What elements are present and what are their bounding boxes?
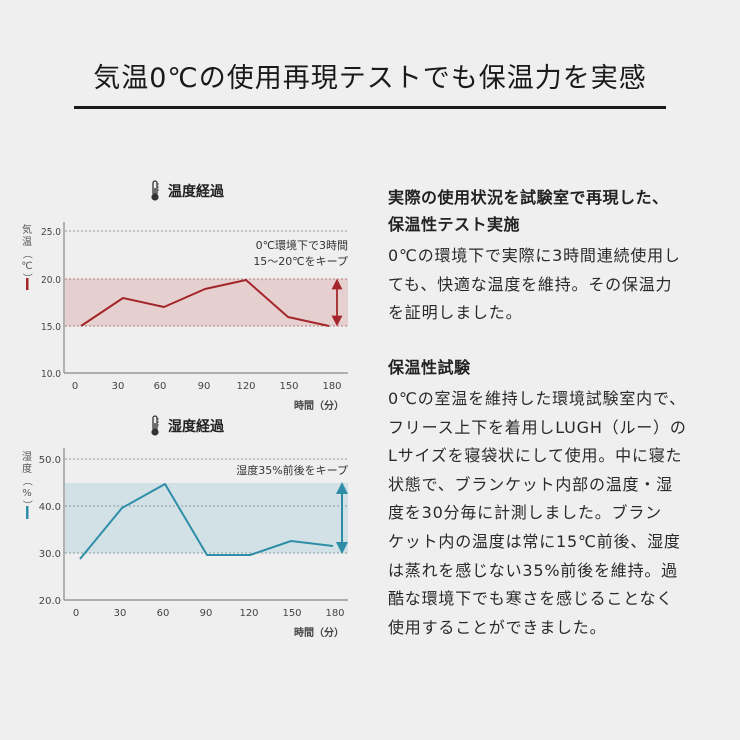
y-tick: 50.0 — [39, 455, 61, 466]
x-tick: 180 — [325, 608, 344, 619]
y-tick: 20.0 — [41, 275, 61, 286]
y-axis-label-char: ） — [21, 500, 33, 510]
body-line: 0℃の環境下で実際に3時間連続使用し — [388, 246, 681, 265]
y-axis-label-char: ℃ — [21, 261, 32, 272]
temperature-annotation: 15〜20℃をキープ — [253, 255, 348, 268]
y-tick: 15.0 — [41, 322, 61, 333]
body-line: 0℃の室温を維持した環境試験室内で、 — [388, 389, 686, 408]
body-line: 状態で、ブランケット内部の温度・湿 — [388, 474, 673, 494]
title-divider — [74, 106, 666, 109]
temperature-annotation: 0℃環境下で3時間 — [256, 238, 348, 252]
test-summary-section: 実際の使用状況を試験室で再現した、 保温性テスト実施 0℃の環境下で実際に3時間… — [388, 184, 720, 328]
body-line: 使用することができました。 — [388, 617, 607, 637]
section-title: 実際の使用状況を試験室で再現した、 — [388, 188, 669, 207]
x-tick: 60 — [154, 381, 167, 392]
section-body: 0℃の環境下で実際に3時間連続使用し ても、快適な温度を維持。その保温力 を証明… — [388, 242, 720, 328]
x-tick: 0 — [72, 381, 78, 392]
y-axis-label-char: 温 — [22, 236, 32, 248]
thermometer-icon — [151, 180, 159, 201]
page-title: 気温0℃の使用再現テストでも保温力を実感 — [93, 63, 647, 94]
temperature-line — [80, 279, 330, 327]
y-axis-label-char: 気 — [22, 223, 32, 236]
humidity-line — [79, 483, 334, 560]
x-tick: 180 — [322, 381, 341, 392]
y-tick: 30.0 — [39, 549, 61, 560]
temperature-chart: 気 温 （ ℃ ） 25.0 20.0 15.0 10.0 0 30 60 90 — [21, 222, 348, 412]
y-axis-label-char: 湿 — [22, 451, 32, 463]
x-tick: 30 — [114, 608, 127, 619]
temperature-chart-title: 温度経過 — [168, 184, 224, 200]
body-line: 酷な環境下でも寒さを感じることなく — [388, 589, 674, 609]
body-line: 度を30分毎に計測しました。ブラン — [388, 503, 662, 523]
y-axis-label-char: （ — [21, 476, 33, 486]
body-line: ケット内の温度は常に15℃前後、湿度 — [388, 531, 681, 551]
y-tick: 25.0 — [41, 227, 61, 238]
section-title: 保温性試験 — [388, 358, 471, 377]
y-axis-label-char: 度 — [22, 462, 32, 475]
thermometer-icon — [151, 415, 159, 436]
humidity-chart: 湿 度 （ % ） 50.0 40.0 30.0 20.0 0 30 60 90… — [21, 448, 348, 639]
x-tick: 150 — [279, 381, 298, 392]
y-axis-label-char: % — [22, 488, 32, 499]
legend-swatch-humidity — [26, 506, 29, 519]
body-line: ても、快適な温度を維持。その保温力 — [388, 274, 673, 294]
body-line: フリース上下を着用しLUGH（ルー）の — [388, 417, 687, 437]
section-body: 0℃の室温を維持した環境試験室内で、 フリース上下を着用しLUGH（ルー）の L… — [388, 385, 720, 642]
x-tick: 150 — [282, 608, 301, 619]
y-axis-label-char: （ — [21, 249, 33, 259]
humidity-chart-heading: 湿度経過 — [150, 415, 224, 437]
body-line: は蒸れを感じない35%前後を維持。過 — [388, 560, 678, 580]
x-axis-label: 時間（分） — [294, 626, 344, 639]
charts-canvas: 気 温 （ ℃ ） 25.0 20.0 15.0 10.0 0 30 60 90 — [21, 222, 348, 639]
x-tick: 90 — [200, 608, 213, 619]
temperature-band — [65, 279, 348, 326]
y-tick: 40.0 — [39, 502, 61, 513]
x-tick: 90 — [198, 381, 211, 392]
x-tick: 120 — [236, 381, 255, 392]
section-title: 保温性テスト実施 — [388, 215, 521, 234]
x-axis-label: 時間（分） — [294, 399, 344, 412]
y-tick: 20.0 — [39, 596, 61, 607]
y-tick: 10.0 — [41, 369, 61, 380]
humidity-chart-title: 湿度経過 — [168, 419, 224, 435]
x-tick: 120 — [239, 608, 258, 619]
x-tick: 0 — [73, 608, 79, 619]
legend-swatch-temperature — [26, 278, 29, 290]
body-line: を証明しました。 — [388, 303, 523, 323]
temperature-chart-heading: 温度経過 — [150, 180, 224, 202]
x-tick: 30 — [112, 381, 125, 392]
body-line: Lサイズを寝袋状にして使用。中に寝た — [388, 446, 683, 466]
x-tick: 60 — [157, 608, 170, 619]
thermal-test-section: 保温性試験 0℃の室温を維持した環境試験室内で、 フリース上下を着用しLUGH（… — [388, 354, 720, 642]
humidity-annotation: 湿度35%前後をキープ — [236, 463, 348, 477]
